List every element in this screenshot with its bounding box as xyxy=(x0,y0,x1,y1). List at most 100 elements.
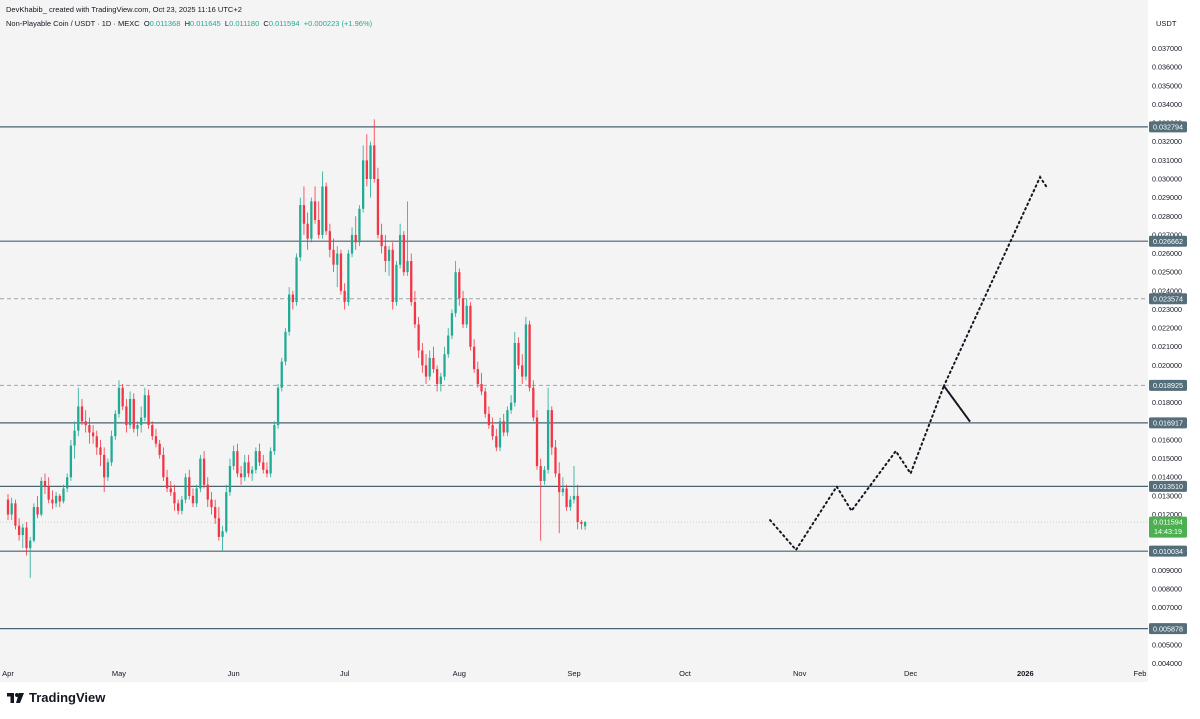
candle-body-70 xyxy=(265,469,269,474)
candle-body-41 xyxy=(158,443,161,455)
candle-body-45 xyxy=(173,492,176,504)
candle-body-104 xyxy=(391,249,394,303)
price-tick-12: 0.025000 xyxy=(1152,268,1182,277)
candle-body-64 xyxy=(243,462,246,478)
price-tick-28: 0.009000 xyxy=(1152,566,1182,575)
candle-body-28 xyxy=(110,436,113,463)
low-value: 0.011180 xyxy=(229,19,260,28)
projection-polyline xyxy=(769,175,1049,552)
candle-body-44 xyxy=(169,488,172,493)
candle-body-5 xyxy=(25,527,28,549)
candle-body-138 xyxy=(517,343,520,366)
candle-body-75 xyxy=(284,331,287,362)
candle-body-18 xyxy=(73,430,76,446)
price-tick-5: 0.032000 xyxy=(1152,137,1182,146)
candle-body-20 xyxy=(80,406,84,422)
candle-body-91 xyxy=(343,290,346,303)
candle-body-139 xyxy=(521,365,524,377)
author-line: DevKhabib_ created with TradingView.com,… xyxy=(6,5,242,14)
price-tick-13: 0.024000 xyxy=(1152,286,1182,295)
candle-body-156 xyxy=(583,522,587,527)
candle-body-131 xyxy=(491,425,494,437)
price-tick-30: 0.007000 xyxy=(1152,603,1182,612)
candle-body-105 xyxy=(395,264,398,303)
price-tick-10: 0.027000 xyxy=(1152,230,1182,239)
candle-body-81 xyxy=(306,223,309,239)
candle-body-34 xyxy=(132,398,135,429)
candle-body-146 xyxy=(546,410,550,470)
candle-body-83 xyxy=(313,201,317,220)
price-tick-25: 0.012000 xyxy=(1152,510,1182,519)
time-axis[interactable]: Apr May Jun Jul Aug Sep Oct Nov Dec 2026 Feb xyxy=(2,669,1146,678)
level-label-6: 0.010034 xyxy=(1153,547,1183,556)
candle-body-7 xyxy=(32,507,36,541)
candle-body-129 xyxy=(484,391,487,414)
level-label-3: 0.018925 xyxy=(1153,381,1183,390)
last-price-countdown: 14:43:19 xyxy=(1154,527,1182,536)
candle-body-1 xyxy=(10,503,13,515)
candle-body-135 xyxy=(506,410,509,433)
candle-body-74 xyxy=(280,361,283,388)
candle-body-21 xyxy=(84,421,87,426)
candle-body-40 xyxy=(154,436,158,444)
price-tick-0: 0.037000 xyxy=(1152,44,1182,53)
level-label-7: 0.005878 xyxy=(1153,624,1183,633)
candle-body-31 xyxy=(121,387,124,407)
price-tick-24: 0.013000 xyxy=(1152,491,1182,500)
candle-body-27 xyxy=(106,462,110,478)
candle-body-115 xyxy=(432,357,435,370)
candle-body-73 xyxy=(276,387,280,426)
candle-body-90 xyxy=(339,253,343,291)
plot-background xyxy=(0,0,1148,682)
candle-body-80 xyxy=(302,205,306,224)
tradingview-logo[interactable]: TradingView xyxy=(7,690,105,705)
candle-body-26 xyxy=(103,454,106,478)
price-tick-32: 0.005000 xyxy=(1152,641,1182,650)
candle-body-33 xyxy=(128,398,132,426)
time-tick-10: Feb xyxy=(1134,669,1147,678)
candle-body-63 xyxy=(239,473,243,478)
candle-body-93 xyxy=(350,234,354,254)
candle-body-89 xyxy=(336,253,339,265)
candle-body-134 xyxy=(502,421,505,433)
candle-body-49 xyxy=(188,477,191,496)
low-label: L xyxy=(224,19,230,28)
candle-body-3 xyxy=(17,525,21,536)
candle-body-152 xyxy=(569,499,572,508)
candle-body-102 xyxy=(384,246,387,261)
candle-body-16 xyxy=(66,477,69,489)
candle-body-66 xyxy=(251,469,254,474)
candle-body-142 xyxy=(532,387,535,418)
candle-body-2 xyxy=(14,503,17,526)
candle-body-25 xyxy=(99,447,102,455)
candle-body-98 xyxy=(369,145,372,179)
high-label: H xyxy=(184,19,190,28)
candle-body-17 xyxy=(69,445,73,478)
candle-body-37 xyxy=(143,395,147,418)
candles xyxy=(6,119,587,578)
level-label-bg-1 xyxy=(1149,235,1187,247)
candle-body-82 xyxy=(310,201,313,239)
candle-body-87 xyxy=(328,231,331,250)
candle-body-141 xyxy=(528,324,531,388)
candle-body-43 xyxy=(165,477,169,489)
price-tick-17: 0.020000 xyxy=(1152,361,1182,370)
candle-body-112 xyxy=(421,350,424,366)
last-price-label: 0.011594 xyxy=(1153,518,1182,527)
level-label-bg-3 xyxy=(1149,379,1187,391)
candle-body-78 xyxy=(295,257,298,303)
price-axis[interactable]: USDT 0.037000 0.036000 0.035000 0.034000 0.03… xyxy=(1152,19,1182,668)
candle-body-47 xyxy=(180,499,184,511)
candle-body-57 xyxy=(217,518,221,537)
candle-body-153 xyxy=(572,495,576,500)
candle-body-79 xyxy=(299,205,302,258)
candle-body-100 xyxy=(376,178,380,235)
candle-body-39 xyxy=(151,425,154,437)
candle-body-110 xyxy=(413,302,417,325)
horizontal-levels xyxy=(0,126,1148,630)
price-tick-14: 0.023000 xyxy=(1152,305,1182,314)
candle-body-99 xyxy=(373,145,376,179)
symbol-legend: Non-Playable Coin / USDT · 1D · MEXC O0.… xyxy=(6,19,372,28)
